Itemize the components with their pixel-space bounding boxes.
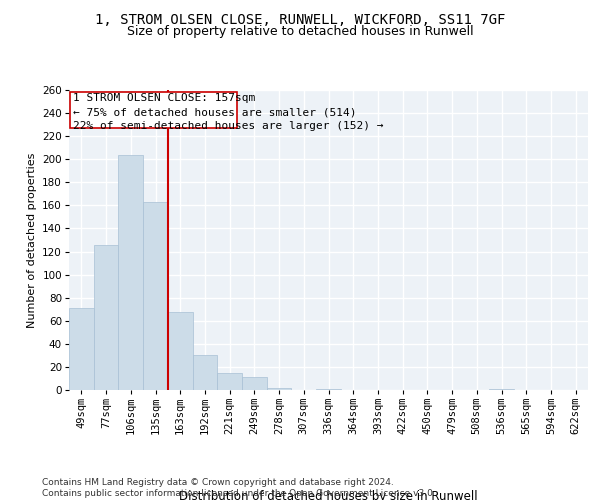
Bar [94,244,118,390]
Bar [143,202,168,390]
Text: 1, STROM OLSEN CLOSE, RUNWELL, WICKFORD, SS11 7GF: 1, STROM OLSEN CLOSE, RUNWELL, WICKFORD,… [95,12,505,26]
Bar [242,378,267,390]
Bar [267,388,292,390]
Bar [168,312,193,390]
FancyBboxPatch shape [70,92,237,128]
Y-axis label: Number of detached properties: Number of detached properties [27,152,37,328]
Bar [489,389,514,390]
Bar [217,372,242,390]
Bar [118,154,143,390]
Bar [193,356,217,390]
X-axis label: Distribution of detached houses by size in Runwell: Distribution of detached houses by size … [179,490,478,500]
Bar [69,308,94,390]
Bar [316,389,341,390]
Text: Size of property relative to detached houses in Runwell: Size of property relative to detached ho… [127,25,473,38]
Text: Contains HM Land Registry data © Crown copyright and database right 2024.
Contai: Contains HM Land Registry data © Crown c… [42,478,436,498]
Text: 1 STROM OLSEN CLOSE: 157sqm
← 75% of detached houses are smaller (514)
22% of se: 1 STROM OLSEN CLOSE: 157sqm ← 75% of det… [73,94,384,130]
